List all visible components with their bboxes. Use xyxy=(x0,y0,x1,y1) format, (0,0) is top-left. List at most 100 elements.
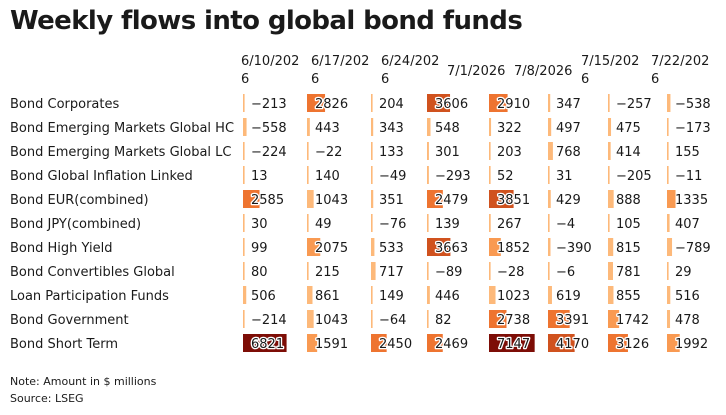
data-label: 2585 xyxy=(251,193,284,208)
data-label: 2479 xyxy=(435,193,468,208)
bar xyxy=(667,118,669,136)
bar xyxy=(427,94,451,112)
data-label: 203 xyxy=(497,145,522,160)
bar xyxy=(608,262,613,280)
bar xyxy=(489,142,491,160)
data-label: 855 xyxy=(616,289,641,304)
data-label: −789 xyxy=(675,241,711,256)
bar xyxy=(489,118,492,136)
column-header: 7/22/202 6 xyxy=(651,54,709,87)
column-headers: 6/10/202 6 6/17/202 6 6/24/202 6 7/1/2026 7/8/2… xyxy=(241,54,709,87)
data-label: 1335 xyxy=(675,193,708,208)
bar xyxy=(667,142,669,160)
bar xyxy=(371,334,387,352)
data-label: 267 xyxy=(497,217,522,232)
bar xyxy=(427,238,451,256)
data-label: 717 xyxy=(379,265,404,280)
bar xyxy=(243,214,245,232)
data-label: 149 xyxy=(379,289,404,304)
bar xyxy=(667,238,673,256)
bar xyxy=(427,142,429,160)
data-label: −293 xyxy=(435,169,471,184)
data-label: 1742 xyxy=(616,313,649,328)
bar xyxy=(243,286,247,304)
data-label: −558 xyxy=(251,121,287,136)
row-label: Bond Corporates xyxy=(10,97,119,112)
data-label: 99 xyxy=(251,241,268,256)
data-label: 516 xyxy=(675,289,700,304)
chart-note: Note: Amount in $ millions xyxy=(10,375,157,388)
data-label: −538 xyxy=(675,97,711,112)
data-label: 52 xyxy=(497,169,514,184)
row-label: Bond High Yield xyxy=(10,241,112,256)
column-header: 6/10/202 6 xyxy=(241,54,299,87)
bar xyxy=(667,190,676,208)
data-label: 478 xyxy=(675,313,700,328)
bar xyxy=(608,334,628,352)
bar xyxy=(243,190,260,208)
bar xyxy=(489,310,507,328)
data-label: 140 xyxy=(315,169,340,184)
bar xyxy=(667,310,671,328)
bar xyxy=(667,262,669,280)
data-label: 888 xyxy=(616,193,641,208)
data-label: 619 xyxy=(556,289,581,304)
data-label: 548 xyxy=(435,121,460,136)
bar xyxy=(371,190,374,208)
bar xyxy=(371,214,373,232)
data-label: 155 xyxy=(675,145,700,160)
data-label: −213 xyxy=(251,97,287,112)
bar xyxy=(243,310,245,328)
data-label: 2450 xyxy=(379,337,412,352)
bar xyxy=(243,142,245,160)
data-label: −173 xyxy=(675,121,711,136)
row-label: Bond Emerging Markets Global LC xyxy=(10,145,232,160)
data-label: −89 xyxy=(435,265,462,280)
data-label: 506 xyxy=(251,289,276,304)
row-label: Bond Government xyxy=(10,313,129,328)
row-label: Bond EUR(combined) xyxy=(10,193,149,208)
bar xyxy=(608,142,611,160)
bar xyxy=(427,334,443,352)
data-label: 2469 xyxy=(435,337,468,352)
data-label: 497 xyxy=(556,121,581,136)
bar xyxy=(371,238,375,256)
data-label: −11 xyxy=(675,169,702,184)
bar xyxy=(371,262,376,280)
data-label: 1043 xyxy=(315,193,348,208)
bar xyxy=(548,238,551,256)
bar xyxy=(307,142,309,160)
data-label: 2826 xyxy=(315,97,348,112)
bar xyxy=(307,262,309,280)
row-labels: Bond Corporates Bond Emerging Markets Glo… xyxy=(10,97,234,352)
data-label: 1992 xyxy=(675,337,708,352)
bar xyxy=(307,166,309,184)
data-label: −214 xyxy=(251,313,287,328)
bar xyxy=(667,214,670,232)
chart-title: Weekly flows into global bond funds xyxy=(10,6,523,36)
data-label: 3851 xyxy=(497,193,530,208)
data-label: −28 xyxy=(497,265,524,280)
bar xyxy=(548,334,575,352)
flows-table-chart: 6/10/202 6 6/17/202 6 6/24/202 6 7/1/2026 7/8/2… xyxy=(10,54,711,353)
row-label: Bond Short Term xyxy=(10,337,118,352)
row-label: Bond Global Inflation Linked xyxy=(10,169,193,184)
bar xyxy=(243,334,287,352)
bar xyxy=(307,334,318,352)
column-header: 6/17/202 6 xyxy=(311,54,369,87)
table-cells: −213 2826 204 3606 2910 347 −257 −538 −558 443 343… xyxy=(243,94,711,353)
data-label: 351 xyxy=(379,193,404,208)
bar xyxy=(427,286,430,304)
data-label: 533 xyxy=(379,241,404,256)
data-label: −6 xyxy=(556,265,575,280)
bar xyxy=(548,166,550,184)
data-label: 781 xyxy=(616,265,641,280)
data-label: 1023 xyxy=(497,289,530,304)
bar xyxy=(243,238,245,256)
bar xyxy=(667,166,669,184)
column-header: 7/1/2026 xyxy=(447,64,505,79)
row-label: Bond Emerging Markets Global HC xyxy=(10,121,234,136)
data-label: 1591 xyxy=(315,337,348,352)
data-label: 29 xyxy=(675,265,692,280)
bar xyxy=(608,190,614,208)
